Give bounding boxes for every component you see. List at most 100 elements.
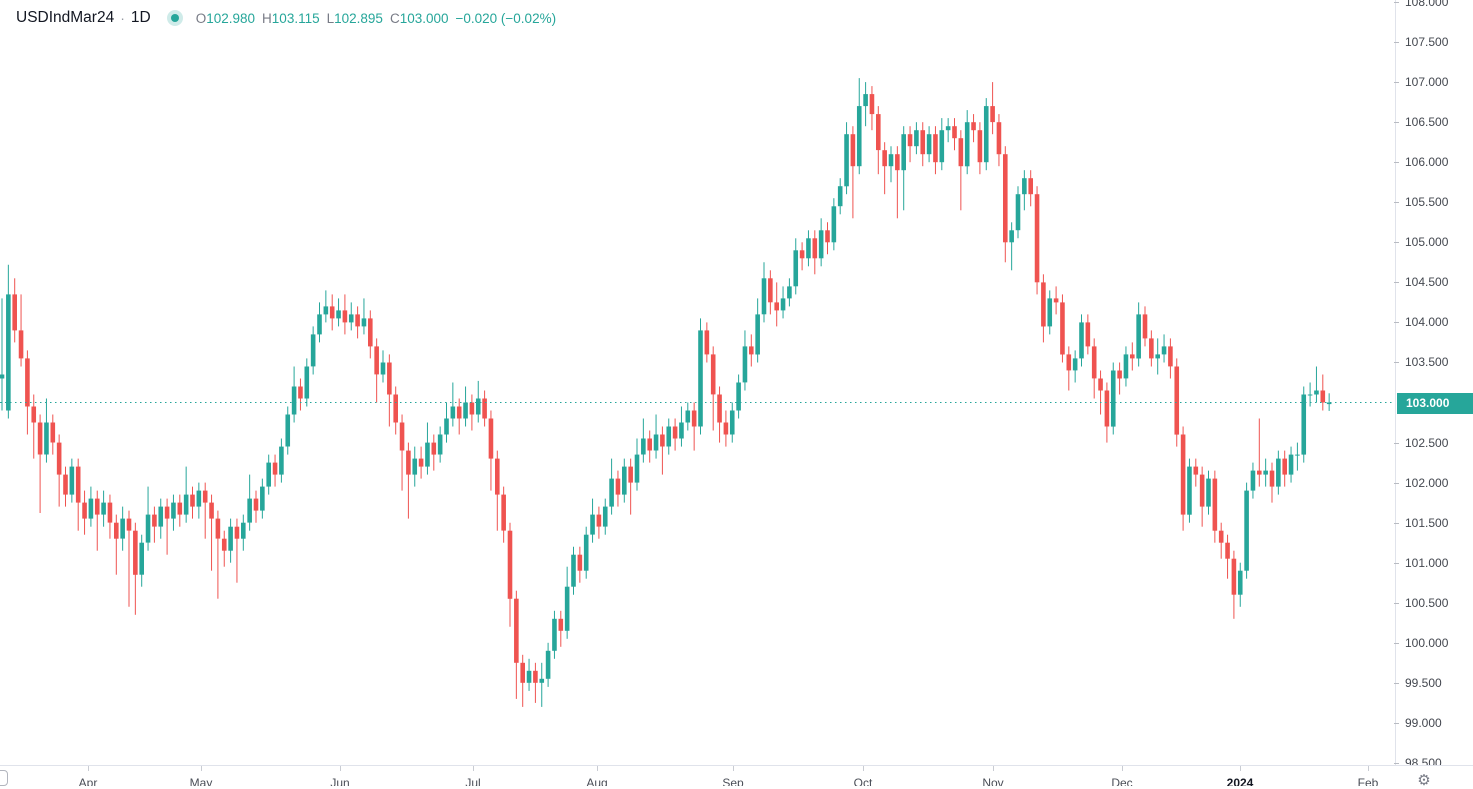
candle <box>88 486 94 527</box>
candle <box>704 322 710 363</box>
price-axis[interactable]: 108.000 107.500 107.000 106.500 106.000 105.5… <box>1394 0 1473 785</box>
candle <box>374 338 379 403</box>
candle <box>526 658 532 691</box>
time-axis-tick <box>340 766 341 771</box>
open-value: 102.980 <box>206 10 256 26</box>
candle <box>1003 146 1008 263</box>
candle <box>628 458 633 515</box>
candle <box>869 86 875 131</box>
candle <box>266 454 271 495</box>
time-axis-tick <box>993 766 994 771</box>
candle <box>850 126 856 219</box>
candle <box>710 346 716 431</box>
candle <box>806 230 811 267</box>
candle <box>355 306 360 339</box>
candle <box>1180 426 1186 531</box>
candle <box>1301 386 1307 463</box>
candle <box>114 514 119 575</box>
candle <box>977 122 983 175</box>
market-status-dot[interactable] <box>166 10 183 26</box>
candle <box>342 294 348 335</box>
candle <box>1072 350 1078 383</box>
candle <box>50 414 56 455</box>
time-axis-tick <box>473 766 474 771</box>
candle <box>653 414 659 459</box>
price-axis-label: 99.500 <box>1405 676 1442 690</box>
candlestick-chart[interactable] <box>0 0 1395 765</box>
candle <box>317 302 322 343</box>
candle <box>679 406 684 447</box>
price-axis-tick <box>1394 42 1399 43</box>
time-axis[interactable]: Apr May Jun Jul Aug Sep Oct Nov Dec 2024 Feb <box>0 765 1473 786</box>
candle <box>241 514 246 551</box>
price-axis-label: 101.500 <box>1405 516 1449 530</box>
candle <box>583 526 589 579</box>
time-axis-label: Jul <box>465 776 481 786</box>
candle <box>171 494 176 531</box>
candle <box>666 418 672 455</box>
candle <box>209 494 214 571</box>
timeline-corner-button-partial[interactable] <box>0 770 8 786</box>
chart-plot-area[interactable]: USDIndMar24 · 1D O102.980 H103.115 L102.89… <box>0 0 1395 765</box>
candle <box>393 386 398 435</box>
candle <box>1257 418 1262 487</box>
candle <box>1161 334 1167 363</box>
candle <box>501 486 506 543</box>
price-axis-tick <box>1394 683 1399 684</box>
candle <box>729 402 735 443</box>
candle <box>152 506 157 543</box>
candle <box>895 146 900 219</box>
change-value: −0.020 (−0.02%) <box>455 10 557 26</box>
candle <box>533 662 538 703</box>
time-axis-tick <box>733 766 734 771</box>
candle <box>285 406 291 455</box>
high-value: 103.115 <box>271 10 320 26</box>
candle <box>685 402 691 431</box>
price-axis-tick <box>1394 723 1399 724</box>
candle <box>647 430 652 463</box>
candle <box>876 106 881 175</box>
candle <box>164 498 170 555</box>
candle <box>94 490 100 551</box>
candle <box>1117 362 1122 395</box>
interval-label[interactable]: 1D <box>130 9 151 26</box>
time-axis-tick <box>1122 766 1123 771</box>
price-axis-label: 108.000 <box>1405 0 1449 9</box>
symbol-name[interactable]: USDIndMar24 <box>16 9 115 26</box>
candle <box>431 434 437 471</box>
candle <box>1237 562 1243 607</box>
candle <box>418 446 424 479</box>
price-axis-tick <box>1394 443 1399 444</box>
candle <box>787 278 792 307</box>
candle <box>933 126 938 175</box>
candle <box>336 298 341 327</box>
price-axis-label: 101.000 <box>1405 556 1449 570</box>
candle <box>495 450 500 531</box>
candle <box>37 414 43 513</box>
candle <box>75 458 81 531</box>
candle <box>63 466 68 507</box>
candle <box>1130 342 1135 371</box>
candle <box>298 378 303 411</box>
time-axis-tick <box>201 766 202 771</box>
symbol-legend: USDIndMar24 · 1D O102.980 H103.115 L102.89… <box>16 8 556 28</box>
price-axis-label: 105.000 <box>1405 235 1449 249</box>
settings-gear-icon[interactable]: ⚙ <box>1417 772 1431 789</box>
candle <box>691 402 697 451</box>
candle <box>971 114 976 143</box>
price-axis-label: 105.500 <box>1405 195 1449 209</box>
candle <box>1028 170 1033 207</box>
candle <box>437 426 443 463</box>
candle <box>888 146 894 183</box>
candle <box>1193 458 1199 487</box>
price-axis-tick <box>1394 282 1399 283</box>
candle <box>552 610 557 659</box>
candle <box>1041 274 1046 343</box>
candle <box>0 298 5 411</box>
candle <box>6 264 11 419</box>
candle <box>914 122 919 155</box>
time-axis-label: Dec <box>1111 776 1133 786</box>
interval-separator: · <box>120 10 125 26</box>
candle <box>444 402 449 443</box>
candle <box>488 410 494 491</box>
